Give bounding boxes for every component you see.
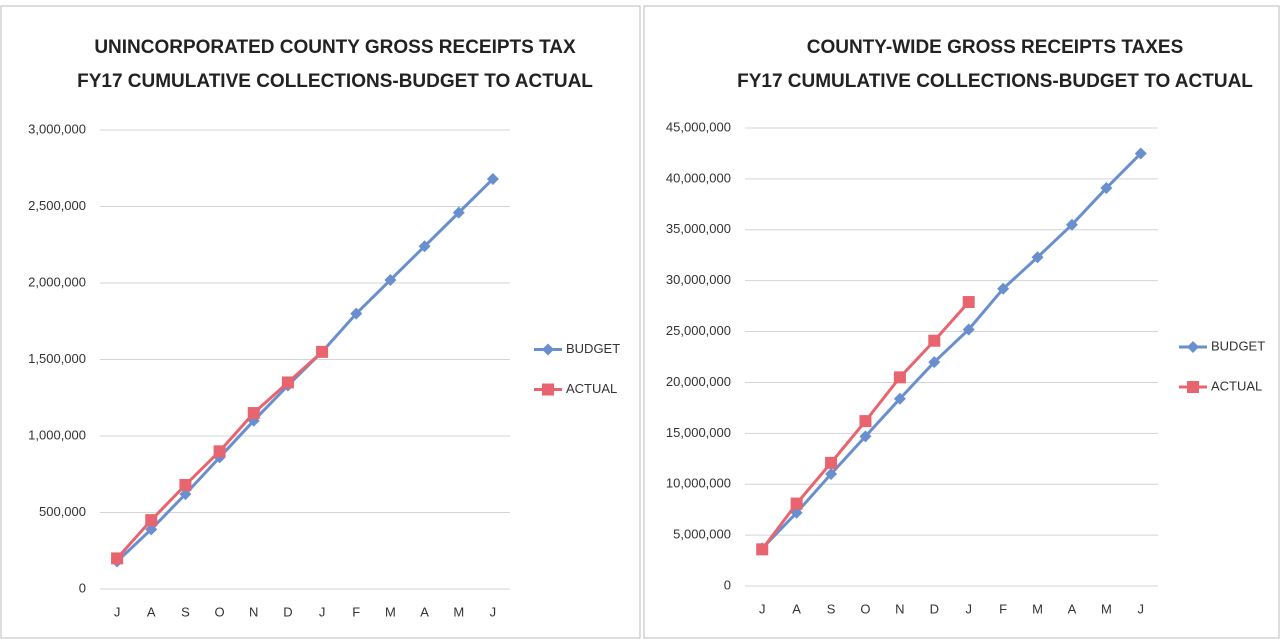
- y-tick-label: 1,500,000: [28, 351, 86, 366]
- marker: [928, 334, 941, 347]
- y-tick-label: 25,000,000: [666, 323, 731, 338]
- x-tick-label: M: [453, 604, 464, 619]
- marker: [1187, 381, 1199, 393]
- marker: [179, 488, 192, 501]
- chart-title: UNINCORPORATED COUNTY GROSS RECEIPTS TAX: [94, 37, 576, 58]
- x-tick-label: F: [352, 604, 360, 619]
- marker: [825, 456, 838, 469]
- x-tick-label: D: [283, 604, 292, 619]
- marker: [1100, 182, 1113, 195]
- x-tick-label: J: [490, 604, 497, 619]
- marker: [316, 345, 329, 358]
- y-tick-label: 10,000,000: [666, 476, 731, 491]
- x-tick-label: J: [965, 601, 972, 616]
- x-tick-label: A: [147, 604, 156, 619]
- series-line: [761, 152, 1142, 550]
- marker: [756, 543, 769, 556]
- y-tick-label: 3,000,000: [28, 121, 86, 136]
- x-tick-label: J: [1138, 601, 1145, 616]
- y-tick-label: 2,000,000: [28, 274, 86, 289]
- marker: [418, 240, 431, 253]
- marker: [350, 307, 363, 320]
- chart-title: FY17 CUMULATIVE COLLECTIONS-BUDGET TO AC…: [737, 71, 1253, 92]
- marker: [997, 282, 1010, 295]
- y-tick-label: 40,000,000: [666, 170, 731, 185]
- x-tick-label: O: [860, 601, 870, 616]
- x-tick-label: J: [759, 601, 766, 616]
- y-tick-label: 45,000,000: [666, 119, 731, 134]
- x-tick-label: M: [1032, 601, 1043, 616]
- x-tick-label: D: [930, 601, 939, 616]
- y-tick-label: 2,500,000: [28, 198, 86, 213]
- y-tick-label: 0: [79, 580, 86, 595]
- marker: [1187, 341, 1199, 353]
- x-tick-label: N: [895, 601, 904, 616]
- marker: [825, 468, 838, 481]
- x-tick-label: A: [420, 604, 429, 619]
- marker: [247, 407, 260, 420]
- marker: [452, 206, 465, 219]
- y-tick-label: 1,000,000: [28, 427, 86, 442]
- marker: [384, 273, 397, 286]
- x-tick-label: J: [114, 604, 121, 619]
- x-tick-label: M: [385, 604, 396, 619]
- marker: [111, 552, 124, 565]
- legend-label: BUDGET: [566, 341, 620, 356]
- marker: [790, 497, 803, 510]
- marker: [962, 296, 975, 309]
- marker: [1031, 251, 1044, 264]
- marker: [1134, 147, 1147, 160]
- marker: [859, 415, 872, 428]
- x-tick-label: O: [215, 604, 225, 619]
- x-tick-label: S: [827, 601, 836, 616]
- y-tick-label: 0: [724, 577, 731, 592]
- chart-title: FY17 CUMULATIVE COLLECTIONS-BUDGET TO AC…: [77, 71, 593, 92]
- y-tick-label: 500,000: [39, 504, 86, 519]
- marker: [962, 323, 975, 336]
- marker: [859, 430, 872, 443]
- marker: [542, 343, 554, 356]
- marker: [542, 383, 554, 396]
- x-tick-label: A: [792, 601, 801, 616]
- marker: [893, 371, 906, 384]
- y-tick-label: 15,000,000: [666, 425, 731, 440]
- marker: [145, 514, 158, 527]
- y-tick-label: 35,000,000: [666, 221, 731, 236]
- marker: [179, 478, 192, 491]
- x-tick-label: M: [1101, 601, 1112, 616]
- y-tick-label: 20,000,000: [666, 374, 731, 389]
- legend-label: ACTUAL: [566, 381, 617, 396]
- x-tick-label: A: [1068, 601, 1077, 616]
- marker: [145, 523, 158, 536]
- legend-label: ACTUAL: [1211, 378, 1262, 393]
- x-tick-label: J: [319, 604, 326, 619]
- panel: [643, 5, 1280, 639]
- y-tick-label: 5,000,000: [673, 527, 731, 542]
- x-tick-label: S: [181, 604, 190, 619]
- marker: [1065, 218, 1078, 231]
- x-tick-label: F: [999, 601, 1007, 616]
- marker: [928, 356, 941, 369]
- marker: [281, 376, 294, 389]
- legend-label: BUDGET: [1211, 338, 1265, 353]
- marker: [213, 445, 226, 458]
- panel: [0, 5, 641, 639]
- y-tick-label: 30,000,000: [666, 272, 731, 287]
- chart-title: COUNTY-WIDE GROSS RECEIPTS TAXES: [807, 37, 1184, 58]
- x-tick-label: N: [249, 604, 258, 619]
- marker: [893, 392, 906, 405]
- marker: [486, 172, 499, 185]
